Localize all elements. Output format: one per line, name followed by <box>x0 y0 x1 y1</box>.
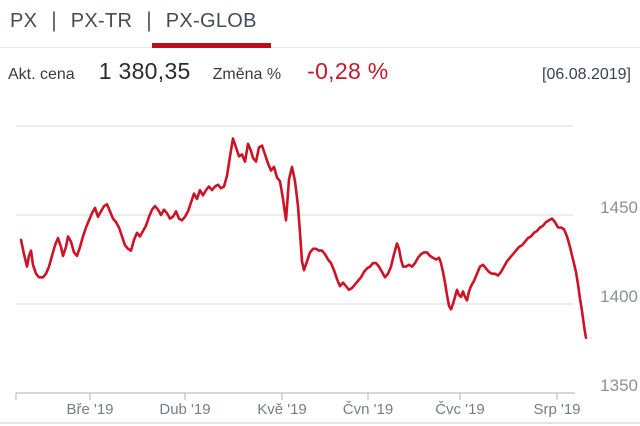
price-chart[interactable]: Bře '19 Dub '19 Kvě '19 Čvn '19 Čvc '19 Srp '… <box>0 110 640 426</box>
px-glob-line <box>19 137 588 340</box>
change-label: Změna % <box>212 66 282 83</box>
y-axis-label: 1450 <box>600 198 638 217</box>
x-axis-label: Čvc '19 <box>435 401 485 418</box>
x-axis-label: Čvn '19 <box>343 401 393 418</box>
quote-row: Akt. cena 1 380,35 Změna % -0,28 % [06.0… <box>8 58 631 90</box>
price-label: Akt. cena <box>8 66 75 83</box>
index-tabs: PX | PX-TR | PX-GLOB <box>0 0 640 48</box>
tab-separator: | <box>146 9 152 32</box>
tab-px-glob[interactable]: PX-GLOB <box>151 0 271 48</box>
x-axis-label: Bře '19 <box>66 401 113 418</box>
x-axis-label: Srp '19 <box>533 401 580 418</box>
quote-date: [06.08.2019] <box>542 66 631 83</box>
x-axis-label: Kvě '19 <box>257 401 307 418</box>
current-price: 1 380,35 <box>98 58 191 84</box>
y-axis-label: 1400 <box>600 287 638 306</box>
tab-px-tr[interactable]: PX-TR <box>70 10 133 32</box>
change-percent: -0,28 % <box>307 58 389 84</box>
active-tab-underline <box>151 43 271 48</box>
tab-separator: | <box>51 9 57 32</box>
tab-px[interactable]: PX <box>10 10 38 32</box>
x-axis-label: Dub '19 <box>159 401 210 418</box>
y-axis-label: 1350 <box>600 376 638 395</box>
